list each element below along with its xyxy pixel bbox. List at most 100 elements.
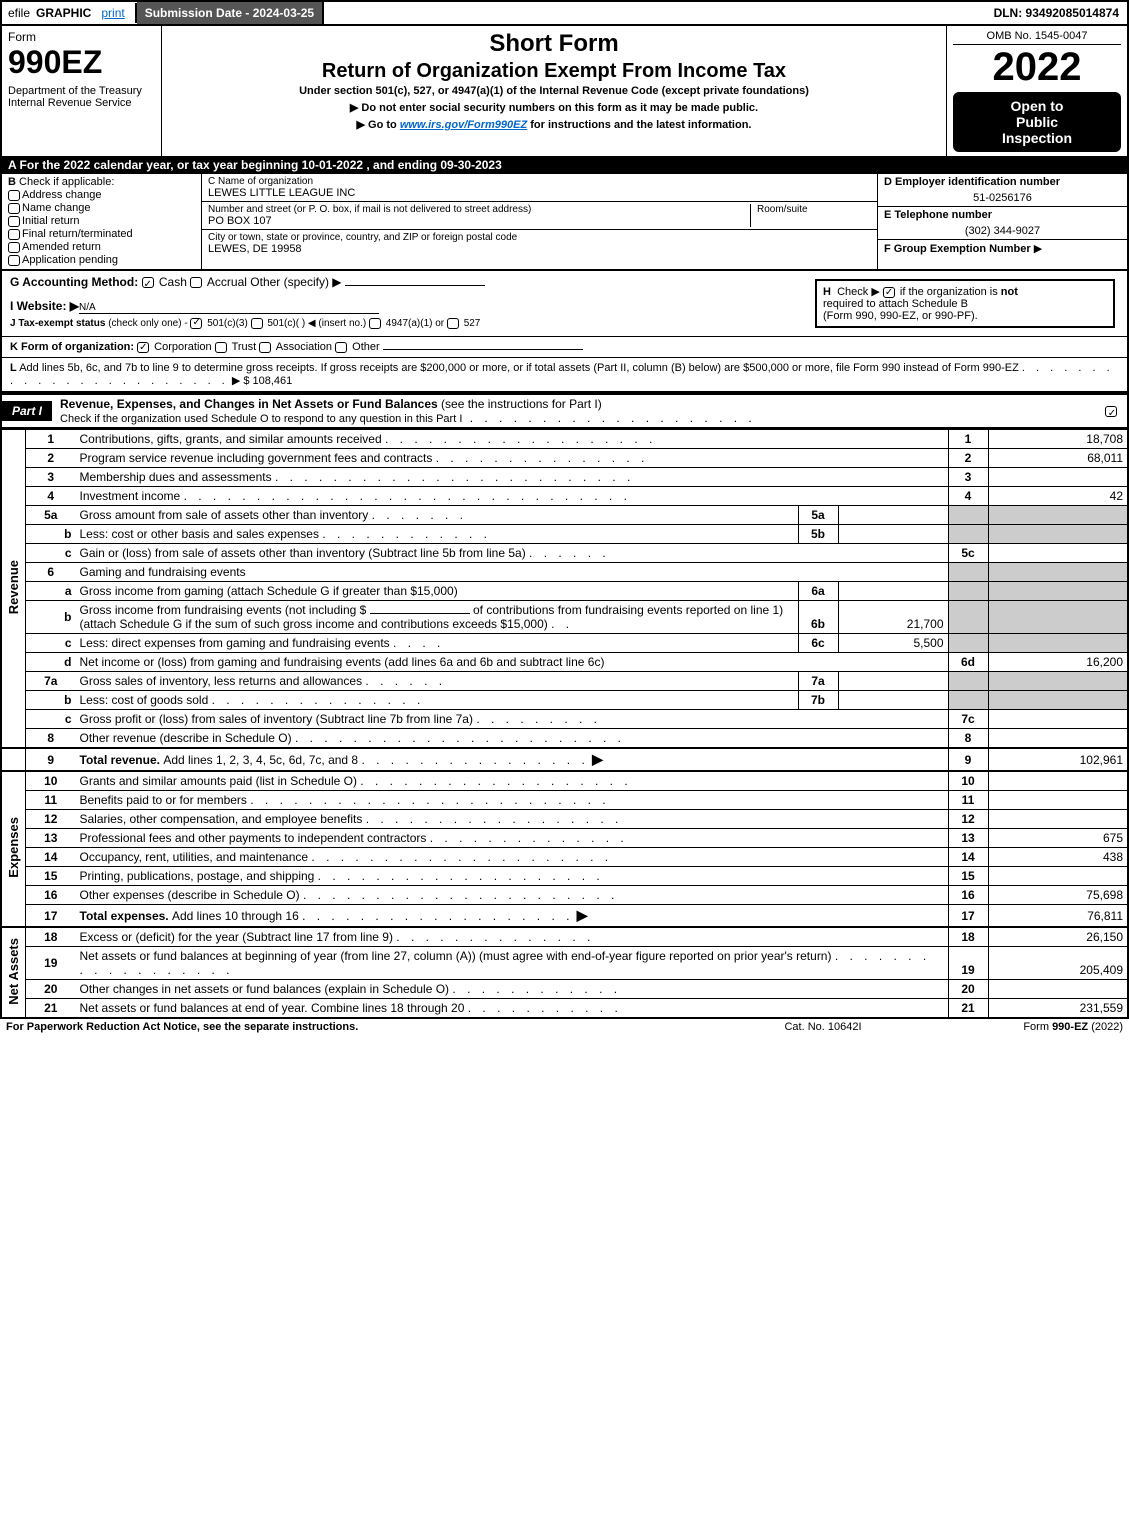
j-label: J Tax-exempt status [10,318,105,329]
ein-label: D Employer identification number [878,174,1127,190]
efile-label: efile [8,6,30,20]
l-text: Add lines 5b, 6c, and 7b to line 9 to de… [19,362,1019,374]
group-exemption: F Group Exemption Number ▶ [878,240,1127,257]
irs-link[interactable]: www.irs.gov/Form990EZ [400,119,527,131]
chk-cash[interactable] [142,277,154,288]
submission-date: Submission Date - 2024-03-25 [137,2,324,24]
line-11: 11 Benefits paid to or for members . . .… [1,791,1128,810]
i-section: I Website: ▶N/A [10,299,811,314]
h-letter: H [823,286,831,298]
line-20: 20 Other changes in net assets or fund b… [1,980,1128,999]
line-16: 16 Other expenses (describe in Schedule … [1,886,1128,905]
chk-accrual[interactable] [190,277,202,288]
row-a-tax-year: A For the 2022 calendar year, or tax yea… [0,156,1129,174]
header-left: Form 990EZ Department of the Treasury In… [2,26,162,156]
part1-o-checkbox[interactable] [1097,404,1127,418]
chk-application-pending[interactable]: Application pending [8,254,195,266]
irs-label: Internal Revenue Service [8,97,155,109]
line-2: 2 Program service revenue including gove… [1,449,1128,468]
top-bar: efile GRAPHIC print Submission Date - 20… [0,0,1129,26]
cat-no: Cat. No. 10642I [723,1021,923,1033]
line-4: 4 Investment income . . . . . . . . . . … [1,487,1128,506]
chk-name-change[interactable]: Name change [8,202,195,214]
line-5c: c Gain or (loss) from sale of assets oth… [1,544,1128,563]
page-footer: For Paperwork Reduction Act Notice, see … [0,1017,1129,1035]
part1-header: Part I Revenue, Expenses, and Changes in… [0,393,1129,429]
chk-address-change[interactable]: Address change [8,189,195,201]
main-title: Return of Organization Exempt From Incom… [170,60,938,83]
k-row: K Form of organization: Corporation Trus… [0,336,1129,357]
city-value: LEWES, DE 19958 [208,243,871,255]
chk-initial-return[interactable]: Initial return [8,215,195,227]
i-label: I Website: ▶ [10,299,79,313]
chk-corp[interactable] [137,342,149,353]
phone-label: E Telephone number [878,207,1127,223]
chk-trust[interactable] [215,342,227,353]
street-label: Number and street (or P. O. box, if mail… [208,204,750,215]
omb-number: OMB No. 1545-0047 [953,30,1121,45]
line-8: 8 Other revenue (describe in Schedule O)… [1,729,1128,749]
chk-501c[interactable] [251,318,263,329]
chk-final-return[interactable]: Final return/terminated [8,228,195,240]
h-box: H Check ▶ if the organization is not req… [815,279,1115,328]
line-18: Net Assets 18 Excess or (deficit) for th… [1,927,1128,947]
line-21: 21 Net assets or fund balances at end of… [1,999,1128,1018]
chk-other-org[interactable] [335,342,347,353]
topbar-left: efile GRAPHIC print [2,3,137,23]
line-7a: 7a Gross sales of inventory, less return… [1,672,1128,691]
part1-title: Revenue, Expenses, and Changes in Net As… [52,395,1097,427]
part1-label: Part I [2,401,52,421]
website-value: N/A [79,302,379,314]
pra-notice: For Paperwork Reduction Act Notice, see … [6,1021,723,1033]
no-ssn-note: ▶ Do not enter social security numbers o… [170,101,938,114]
line-10: Expenses 10 Grants and similar amounts p… [1,771,1128,791]
dln-label: DLN: 93492085014874 [986,2,1127,24]
chk-assoc[interactable] [259,342,271,353]
line-6a: a Gross income from gaming (attach Sched… [1,582,1128,601]
chk-501c3[interactable] [190,318,202,329]
tax-year: 2022 [953,45,1121,90]
line-15: 15 Printing, publications, postage, and … [1,867,1128,886]
open-line1: Open to [957,98,1117,114]
g-section: G Accounting Method: Cash Accrual Other … [10,275,811,329]
part1-check-o: Check if the organization used Schedule … [60,413,462,425]
netassets-side: Net Assets [1,927,26,1017]
street-value: PO BOX 107 [208,215,750,227]
goto-post: for instructions and the latest informat… [527,119,751,131]
form-ref: Form 990-EZ (2022) [923,1021,1123,1033]
street-cell: Number and street (or P. O. box, if mail… [208,204,751,227]
line-7b: b Less: cost of goods sold . . . . . . .… [1,691,1128,710]
chk-h[interactable] [883,287,895,298]
section-bcd: B Check if applicable: Address change Na… [0,174,1129,271]
form-number: 990EZ [8,44,155,81]
room-suite-label: Room/suite [751,204,871,227]
chk-4947[interactable] [369,318,381,329]
l-row: L Add lines 5b, 6c, and 7b to line 9 to … [0,357,1129,393]
chk-527[interactable] [447,318,459,329]
header-right: OMB No. 1545-0047 2022 Open to Public In… [947,26,1127,156]
line-7c: c Gross profit or (loss) from sales of i… [1,710,1128,729]
line-9: 9 Total revenue. Add lines 1, 2, 3, 4, 5… [1,748,1128,771]
j-section: J Tax-exempt status (check only one) - 5… [10,318,811,329]
print-link[interactable]: print [97,5,128,21]
ein-value: 51-0256176 [878,190,1127,207]
lines-table: Revenue 1 Contributions, gifts, grants, … [0,429,1129,1017]
line-6d: d Net income or (loss) from gaming and f… [1,653,1128,672]
graphic-label: GRAPHIC [36,6,91,20]
line-17: 17 Total expenses. Add lines 10 through … [1,905,1128,928]
check-if-label: Check if applicable: [19,176,114,188]
city-cell: City or town, state or province, country… [202,230,877,257]
open-line2: Public [957,114,1117,130]
column-c: C Name of organization LEWES LITTLE LEAG… [202,174,877,269]
subtitle: Under section 501(c), 527, or 4947(a)(1)… [170,85,938,97]
line-3: 3 Membership dues and assessments . . . … [1,468,1128,487]
city-label: City or town, state or province, country… [208,232,871,243]
row-g-h: G Accounting Method: Cash Accrual Other … [0,271,1129,336]
line-19: 19 Net assets or fund balances at beginn… [1,947,1128,980]
b-letter: B [8,176,16,188]
form-word: Form [8,30,155,44]
chk-amended-return[interactable]: Amended return [8,241,195,253]
line-5a: 5a Gross amount from sale of assets othe… [1,506,1128,525]
g-label: G Accounting Method: [10,275,138,289]
column-d: D Employer identification number 51-0256… [877,174,1127,269]
